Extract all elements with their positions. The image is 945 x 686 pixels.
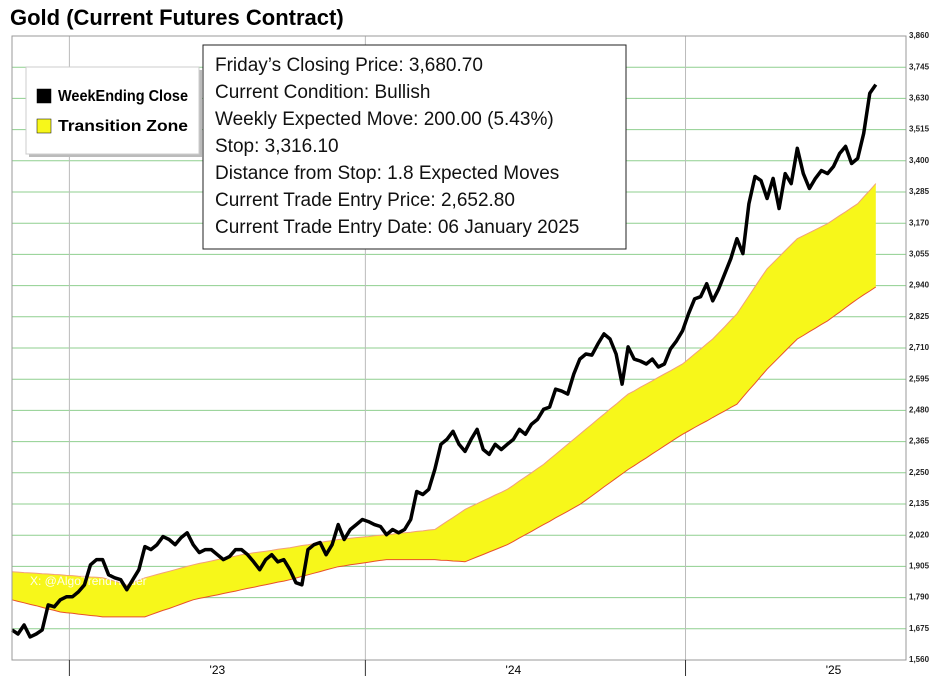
legend-label: WeekEnding Close	[58, 88, 188, 105]
info-line: Current Condition: Bullish	[215, 82, 430, 103]
info-line: Current Trade Entry Price: 2,652.80	[215, 190, 515, 211]
legend-swatch	[36, 88, 52, 104]
legend-label: Transition Zone	[58, 118, 188, 135]
zone-lower	[11, 286, 877, 618]
y-tick-label: 3,285	[909, 187, 930, 196]
y-tick-label: 3,400	[909, 156, 930, 165]
plot-area: X: @AlgoTrendTrader	[11, 35, 906, 661]
info-line: Distance from Stop: 1.8 Expected Moves	[215, 163, 559, 184]
y-tick-label: 2,365	[909, 437, 930, 446]
legend-items: WeekEnding Close Transition Zone	[36, 88, 188, 135]
zone-area	[12, 183, 876, 617]
y-tick-label: 2,710	[909, 343, 930, 352]
info-line: Weekly Expected Move: 200.00 (5.43%)	[215, 109, 554, 130]
zone-upper	[11, 183, 877, 586]
y-tick-label: 2,940	[909, 281, 930, 290]
y-tick-label: 1,675	[909, 624, 930, 633]
info-box	[202, 44, 627, 250]
y-tick-label: 2,020	[909, 530, 930, 539]
y-tick-label: 3,170	[909, 218, 930, 227]
legend-box	[25, 66, 200, 155]
y-tick-label: 2,825	[909, 312, 930, 321]
y-tick-label: 2,480	[909, 406, 930, 415]
y-tick-label: 3,860	[909, 31, 930, 40]
y-tick-label: 3,630	[909, 94, 930, 103]
y-tick-label: 2,135	[909, 499, 930, 508]
legend-swatch	[36, 118, 52, 134]
legend: WeekEnding Close Transition Zone	[25, 66, 202, 157]
info-lines: Friday’s Closing Price: 3,680.70 Current …	[215, 55, 579, 238]
y-tick-label: 3,515	[909, 125, 930, 134]
x-tick-label: '25	[826, 663, 842, 677]
info-line: Friday’s Closing Price: 3,680.70	[215, 55, 483, 76]
chart-title: Gold (Current Futures Contract)	[10, 5, 344, 30]
x-tick-label: '23	[210, 663, 226, 677]
y-tick-label: 3,055	[909, 250, 930, 259]
y-tick-label: 1,790	[909, 593, 930, 602]
y-tick-label: 1,905	[909, 562, 930, 571]
info-line: Stop: 3,316.10	[215, 136, 339, 157]
y-tick-label: 2,250	[909, 468, 930, 477]
y-tick-label: 3,745	[909, 62, 930, 71]
y-tick-label: 2,595	[909, 374, 930, 383]
x-tick-label: '24	[506, 663, 522, 677]
y-tick-label: 1,560	[909, 655, 930, 664]
info-line: Current Trade Entry Date: 06 January 202…	[215, 217, 579, 238]
plot-frame	[11, 35, 907, 661]
close-line	[11, 83, 878, 639]
